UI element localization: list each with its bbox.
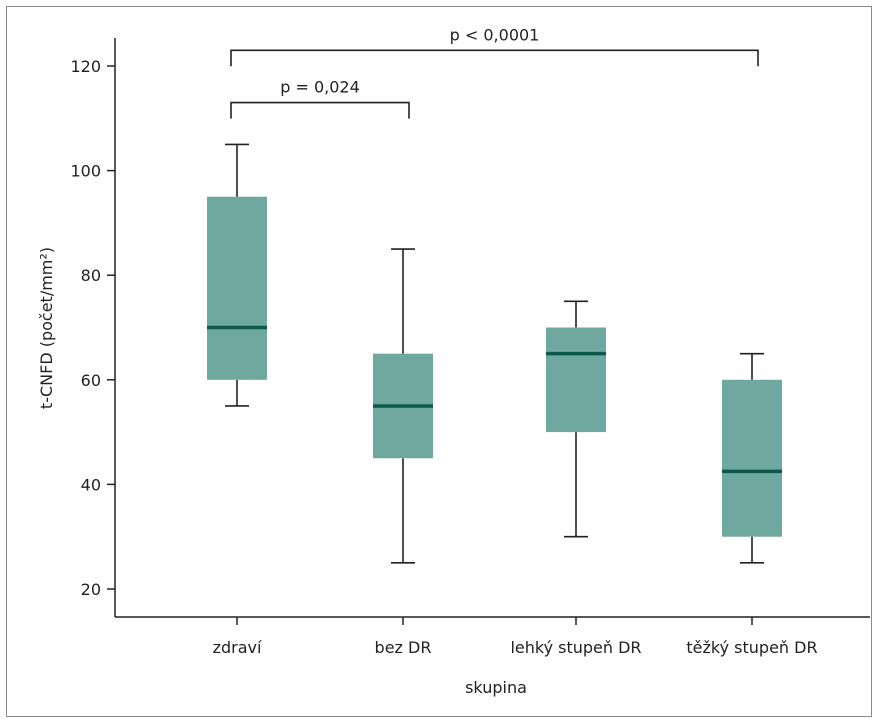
x-tick-label: lehký stupeň DR [510,638,641,657]
iqr-box [722,379,782,537]
box-4 [722,352,782,564]
x-tick-label: zdraví [213,638,262,657]
y-tick-label: 120 [70,57,101,76]
box-2 [373,248,433,564]
chart-frame [6,6,872,717]
y-tick-label: 100 [70,162,101,181]
y-ticks: 20 40 60 80 100 120 [70,57,115,599]
y-tick-label: 20 [81,580,101,599]
y-tick-label: 80 [81,266,101,285]
y-tick-label: 40 [81,475,101,494]
significance-bracket [230,101,410,119]
x-tick-label: těžký stupeň DR [686,638,817,657]
x-tick-label: bez DR [375,638,432,657]
x-axis-title: skupina [465,678,527,697]
p-value-label: p < 0,0001 [450,25,540,44]
y-axis-title: t-CNFD (počet/mm²) [37,247,56,409]
box-3 [546,300,606,538]
axes [114,38,870,618]
y-tick-label: 60 [81,371,101,390]
significance-annotations: p = 0,024 p < 0,0001 [230,25,759,119]
x-ticks: zdraví bez DR lehký stupeň DR těžký stupeň … [213,617,818,657]
box-1 [207,143,267,407]
p-value-label: p = 0,024 [280,78,360,97]
iqr-box [207,196,267,380]
significance-bracket [230,49,759,67]
boxes [207,143,782,564]
iqr-box [546,327,606,433]
